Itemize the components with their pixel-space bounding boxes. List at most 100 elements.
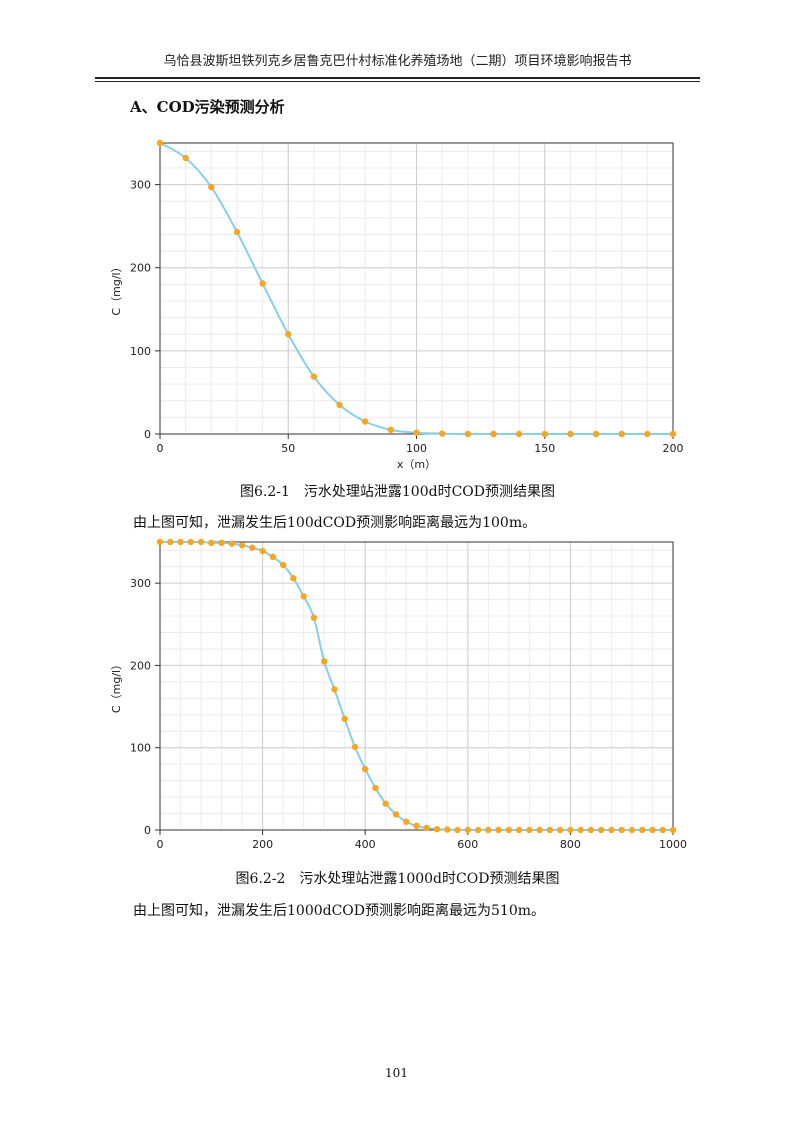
data-point (362, 418, 369, 425)
data-point (423, 824, 430, 832)
data-point (187, 538, 194, 546)
data-point (444, 826, 451, 833)
data-point (279, 561, 287, 569)
y-tick-label: 200 (130, 262, 151, 275)
data-point (392, 811, 400, 818)
y-tick-label: 0 (144, 428, 151, 441)
data-point (618, 430, 625, 438)
figure-2-conclusion: 由上图可知，泄漏发生后1000dCOD预测影响距离最远为510m。 (133, 903, 546, 919)
concentration-line (159, 540, 673, 832)
data-point (546, 826, 554, 834)
data-point (608, 826, 615, 834)
x-axis-label: x（m） (397, 458, 436, 471)
data-point (331, 686, 338, 693)
header-rule-thin (95, 81, 700, 82)
data-point (167, 538, 174, 546)
x-tick-label: 0 (157, 838, 164, 851)
data-point (536, 826, 543, 834)
data-point (197, 538, 205, 546)
data-point (474, 826, 482, 834)
data-point (587, 826, 595, 834)
data-point (597, 826, 605, 834)
data-point (336, 401, 343, 409)
data-point (233, 228, 241, 236)
figure-1-conclusion: 由上图可知，泄漏发生后100dCOD预测影响距离最远为100m。 (133, 515, 537, 531)
y-axis-label: C（mg/l） (110, 261, 123, 315)
data-point (556, 826, 564, 834)
data-point (515, 430, 523, 438)
data-point (177, 538, 184, 546)
data-point (618, 826, 625, 834)
data-point (310, 373, 318, 380)
data-point (156, 538, 164, 546)
data-point (567, 826, 574, 834)
y-tick-label: 100 (130, 742, 151, 755)
data-point (669, 826, 677, 834)
figure-1-caption: 图6.2-1 污水处理站泄露100d时COD预测结果图 (240, 484, 555, 500)
y-tick-label: 100 (130, 345, 151, 358)
x-tick-label: 1000 (659, 838, 687, 851)
data-point (403, 818, 410, 825)
data-point (639, 826, 646, 834)
data-point (669, 430, 677, 438)
data-point (208, 539, 215, 547)
data-point (464, 430, 471, 438)
data-point (387, 426, 395, 434)
data-point (659, 826, 666, 834)
data-point (438, 430, 446, 437)
page-number: 101 (385, 1066, 408, 1080)
section-title: A、COD污染预测分析 (130, 98, 285, 116)
y-tick-label: 0 (144, 824, 151, 837)
data-point (320, 658, 328, 665)
data-point (541, 430, 548, 438)
figure-2-caption: 图6.2-2 污水处理站泄露1000d时COD预测结果图 (235, 871, 560, 887)
data-point (182, 154, 189, 162)
data-point (577, 826, 584, 834)
data-point (156, 139, 164, 147)
data-point (413, 429, 420, 436)
data-point (300, 593, 307, 600)
x-tick-label: 0 (157, 442, 164, 455)
y-tick-label: 300 (130, 179, 151, 192)
data-point (464, 826, 471, 834)
x-tick-label: 200 (663, 442, 684, 455)
data-point (310, 614, 318, 621)
x-tick-label: 800 (560, 838, 581, 851)
data-point (372, 784, 379, 792)
data-point (249, 544, 256, 551)
data-point (413, 822, 420, 830)
data-point (218, 539, 225, 547)
running-header: 乌恰县波斯坦铁列克乡居鲁克巴什村标准化养殖场地（二期）项目环境影响报告书 (163, 54, 632, 69)
cod-100d-chart: 0 50 100 150 200 0 100 200 300 x（m） C（mg/l） (110, 139, 684, 471)
cod-1000d-chart: 0 200 400 600 800 1000 0 100 200 300 C（mg/l） (110, 538, 687, 851)
data-point (515, 826, 523, 834)
data-point (269, 553, 277, 561)
data-point (208, 183, 215, 191)
data-point (454, 826, 461, 834)
y-axis-label: C（mg/l） (110, 659, 123, 713)
data-point (351, 743, 359, 751)
header-rule-thick (95, 77, 700, 79)
y-tick-label: 200 (130, 659, 151, 672)
data-point (649, 826, 656, 834)
data-point (341, 715, 348, 723)
data-point (382, 800, 389, 807)
data-point (592, 430, 600, 438)
data-point (290, 575, 297, 582)
data-point (228, 540, 236, 547)
data-point (526, 826, 533, 834)
data-point (362, 765, 369, 773)
data-point (505, 826, 513, 834)
data-point (259, 280, 266, 287)
x-tick-label: 150 (534, 442, 555, 455)
x-tick-label: 600 (457, 838, 478, 851)
data-point (285, 331, 292, 338)
x-tick-label: 400 (355, 838, 376, 851)
plot-frame (159, 541, 674, 831)
data-point (567, 430, 574, 438)
x-tick-label: 50 (281, 442, 295, 455)
data-point (628, 826, 636, 834)
x-tick-label: 200 (252, 838, 273, 851)
data-point (644, 430, 651, 438)
y-tick-label: 300 (130, 577, 151, 590)
